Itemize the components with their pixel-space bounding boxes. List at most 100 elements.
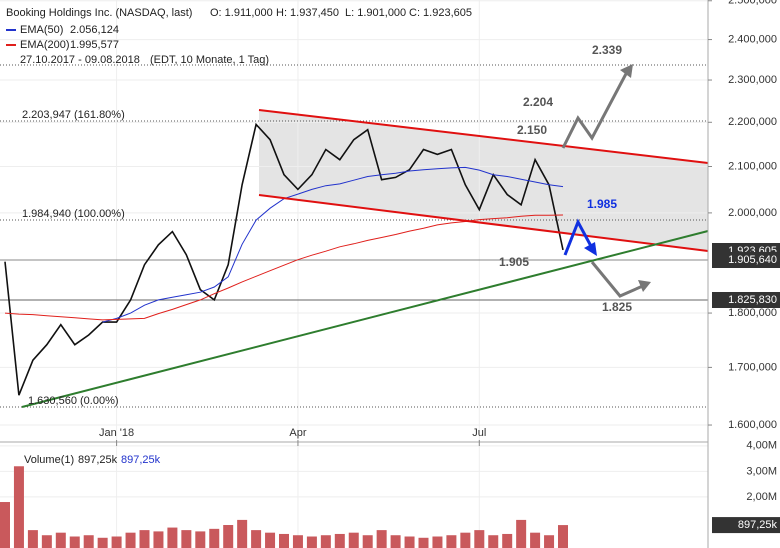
ohlc: C: 1.923,605 — [409, 7, 472, 19]
bar — [223, 525, 234, 548]
bar — [558, 525, 568, 548]
trend-line — [21, 230, 709, 408]
annotation: 2.150 — [517, 123, 547, 137]
legend-label: EMA(50) — [20, 24, 63, 36]
y-tick-label: 4,00M — [746, 440, 777, 452]
bar — [237, 519, 248, 548]
bar — [488, 535, 499, 548]
trend-line — [258, 109, 709, 164]
bar — [209, 528, 220, 548]
y-tick-label: 3,00M — [746, 465, 777, 477]
bar — [362, 535, 373, 548]
date-range: 27.10.2017 - 09.08.2018 — [20, 54, 140, 66]
arrow-head — [584, 242, 597, 256]
bar — [544, 535, 555, 548]
bar — [125, 532, 136, 548]
x-tick-label: Apr — [289, 427, 306, 439]
bar — [502, 533, 513, 548]
bar — [404, 536, 415, 548]
bar — [41, 535, 52, 548]
title: Booking Holdings Inc. (NASDAQ, last) — [6, 7, 192, 19]
volume-legend-value: 897,25k — [78, 454, 118, 466]
volume-tag-label: 897,25k — [738, 519, 778, 531]
fib-label: 1.630,560 (0.00%) — [28, 395, 119, 407]
y-tick-label: 2.000,000 — [728, 207, 777, 219]
bar — [390, 535, 401, 548]
bar — [446, 535, 457, 548]
bar — [195, 531, 206, 548]
price-tag-label: 1.825,830 — [728, 294, 777, 306]
bar — [153, 531, 164, 548]
period: (EDT, 10 Monate, 1 Tag) — [150, 54, 269, 66]
ohlc: O: 1.911,000 — [210, 7, 273, 19]
arrow — [563, 218, 594, 256]
series-line — [4, 122, 564, 396]
legend-label: EMA(200) — [20, 39, 70, 51]
bar — [530, 532, 541, 548]
volume-legend: Volume(1) — [24, 454, 74, 466]
arrow-head — [620, 64, 633, 78]
y-tick-label: 2,00M — [746, 491, 777, 503]
series-line — [102, 166, 564, 323]
ohlc: L: 1.901,000 — [345, 7, 406, 19]
bar — [334, 533, 345, 548]
bar — [251, 530, 262, 548]
arrow — [561, 69, 630, 149]
ohlc: H: 1.937,450 — [276, 7, 339, 19]
bar — [418, 537, 429, 548]
volume-tag — [712, 517, 780, 534]
legend-value: 2.056,124 — [70, 24, 119, 36]
bar — [306, 536, 317, 548]
bar — [348, 532, 359, 548]
legend-value: 1.995,577 — [70, 39, 119, 51]
y-tick-label: 2.100,000 — [728, 160, 777, 172]
x-tick-label: Jul — [472, 427, 486, 439]
annotation: 1.825 — [602, 300, 632, 314]
bar — [432, 536, 443, 548]
bar — [516, 519, 527, 548]
fib-label: 1.984,940 (100.00%) — [22, 208, 125, 220]
bar — [27, 530, 38, 548]
arrow — [590, 261, 646, 298]
bar — [83, 535, 94, 548]
y-tick-label: 2.400,000 — [728, 33, 777, 45]
bar — [292, 535, 303, 548]
bar — [376, 530, 387, 548]
price-tag-label: 1.905,640 — [728, 254, 777, 266]
y-tick-label: 1.700,000 — [728, 361, 777, 373]
bar — [167, 527, 178, 548]
annotation: 1.905 — [499, 255, 529, 269]
legend: Booking Holdings Inc. (NASDAQ, last) O: … — [6, 7, 472, 66]
y-tick-label: 2.500,000 — [728, 0, 777, 7]
volume-legend-value: 897,25k — [121, 454, 161, 466]
y-tick-label: 2.300,000 — [728, 74, 777, 86]
y-tick-label: 1.600,000 — [728, 419, 777, 431]
y-tick-label: 2.200,000 — [728, 116, 777, 128]
bar — [320, 535, 331, 548]
price-tag — [712, 292, 780, 308]
annotation: 2.204 — [523, 95, 553, 109]
bar — [13, 466, 24, 548]
bar — [111, 536, 122, 548]
bar — [474, 530, 485, 548]
bar — [265, 532, 276, 548]
trend-line — [258, 194, 709, 252]
bar — [55, 532, 66, 548]
fib-label: 2.203,947 (161.80%) — [22, 109, 125, 121]
bar — [279, 533, 289, 548]
annotation: 1.985 — [587, 197, 617, 211]
grid — [0, 0, 708, 548]
x-tick-label: Jan '18 — [99, 427, 134, 439]
price-tag — [712, 252, 780, 268]
annotation: 2.339 — [592, 43, 622, 57]
y-tick-label: 1.800,000 — [728, 307, 777, 319]
arrow-head — [638, 280, 651, 292]
bar — [139, 530, 150, 548]
bar — [69, 536, 80, 548]
bar — [181, 530, 192, 548]
bar — [0, 502, 10, 548]
bar — [460, 532, 471, 548]
bar — [97, 537, 108, 548]
